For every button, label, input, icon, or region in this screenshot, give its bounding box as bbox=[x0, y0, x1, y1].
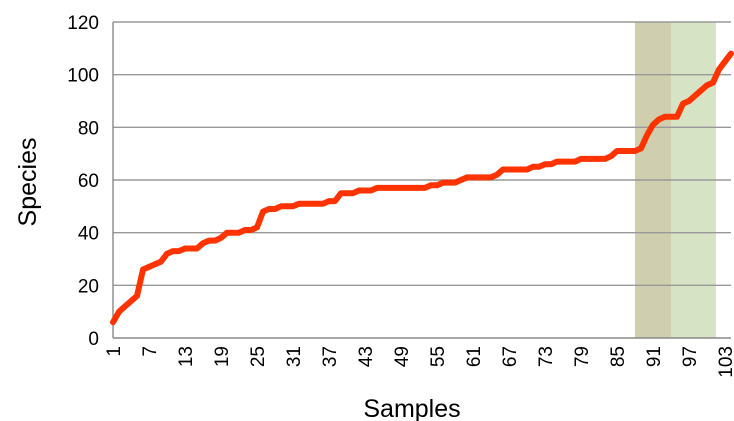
x-tick-labels: 1 7 13 19 25 31 37 43 49 55 61 67 73 79 85 91 97 103 bbox=[104, 346, 734, 378]
x-tick-label: 97 bbox=[680, 346, 701, 367]
y-tick-label: 60 bbox=[78, 171, 99, 192]
x-tick-label: 67 bbox=[500, 346, 521, 367]
x-tick-label: 7 bbox=[140, 346, 161, 357]
x-tick-label: 19 bbox=[212, 346, 233, 367]
x-tick-label: 1 bbox=[104, 346, 125, 357]
x-tick-label: 73 bbox=[536, 346, 557, 367]
x-tick-label: 91 bbox=[644, 346, 665, 367]
x-tick-label: 25 bbox=[248, 346, 269, 367]
species-line bbox=[110, 50, 734, 326]
y-tick-label: 100 bbox=[67, 66, 99, 87]
x-tick-label: 55 bbox=[428, 346, 449, 367]
x-tick-label: 79 bbox=[572, 346, 593, 367]
x-tick-label: 37 bbox=[320, 346, 341, 367]
y-tick-label: 40 bbox=[78, 224, 99, 245]
y-axis-title: Species bbox=[14, 138, 42, 227]
gridlines bbox=[112, 21, 731, 339]
x-axis-title: Samples bbox=[363, 395, 460, 421]
y-tick-label: 0 bbox=[88, 329, 99, 350]
x-tick-label: 49 bbox=[392, 346, 413, 367]
x-tick-label: 13 bbox=[176, 346, 197, 367]
y-tick-labels: 0 20 40 60 80 100 120 bbox=[67, 13, 99, 350]
y-tick-label: 120 bbox=[67, 13, 99, 34]
x-tick-label: 85 bbox=[608, 346, 629, 367]
x-tick-label: 103 bbox=[716, 346, 734, 378]
y-tick-label: 20 bbox=[78, 276, 99, 297]
y-tick-label: 80 bbox=[78, 118, 99, 139]
x-tick-label: 31 bbox=[284, 346, 305, 367]
x-tick-label: 43 bbox=[356, 346, 377, 367]
x-tick-label: 61 bbox=[464, 346, 485, 367]
